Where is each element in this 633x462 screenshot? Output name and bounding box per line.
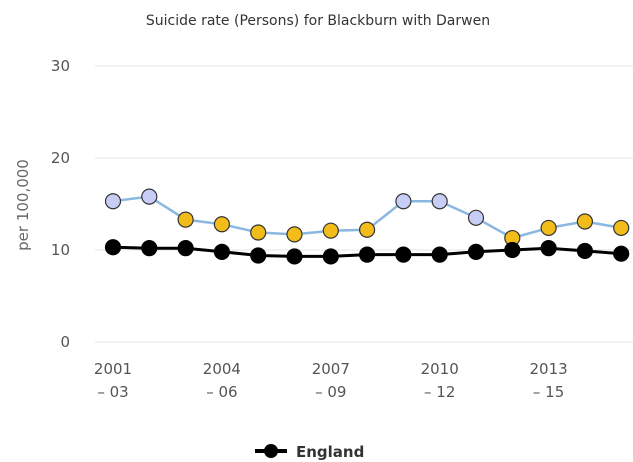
chart-title: Suicide rate (Persons) for Blackburn wit… [146, 13, 490, 29]
x-tick-label: – 15 [533, 383, 564, 401]
data-point [431, 193, 448, 210]
x-tick-label: 2013 [530, 360, 568, 378]
data-point [177, 240, 194, 257]
data-point [467, 243, 485, 260]
x-tick-label: 2004 [203, 360, 241, 378]
data-point [613, 219, 630, 237]
data-point [395, 246, 412, 263]
data-point [395, 193, 412, 210]
data-point [540, 240, 557, 257]
data-point [431, 246, 448, 263]
legend-marker-england [264, 444, 278, 458]
x-tick-label: 2010 [421, 360, 459, 378]
data-point [286, 226, 303, 243]
data-point [286, 248, 303, 265]
data-point [467, 209, 485, 226]
legend[interactable]: England [255, 443, 364, 461]
data-point [213, 243, 230, 260]
data-point [359, 246, 376, 263]
data-point [359, 221, 376, 238]
legend-label-england[interactable]: England [296, 443, 364, 461]
data-point [250, 247, 267, 264]
x-tick-label: – 03 [97, 383, 128, 401]
y-axis-label: per 100,000 [14, 159, 32, 251]
data-point [322, 222, 339, 239]
y-tick-label: 0 [60, 333, 70, 351]
data-point [576, 213, 594, 230]
data-point [141, 240, 158, 257]
grid [95, 65, 633, 343]
y-tick-label: 30 [51, 57, 70, 75]
data-point [213, 216, 230, 233]
x-tick-label: – 06 [206, 383, 237, 401]
series-layer [104, 188, 630, 265]
data-point [104, 239, 122, 256]
x-tick-label: 2007 [312, 360, 350, 378]
data-point [613, 245, 630, 262]
data-point [504, 241, 521, 259]
data-point [576, 242, 594, 260]
data-point [177, 211, 194, 228]
y-axis-ticks: 0 10 20 30 [51, 57, 70, 351]
y-tick-label: 20 [51, 149, 70, 167]
x-tick-label: 2001 [94, 360, 132, 378]
x-tick-label: – 09 [315, 383, 346, 401]
data-point [322, 248, 339, 265]
data-point [141, 188, 158, 205]
x-axis-ticks: 2001 – 03 2004 – 06 2007 – 09 2010 – 12 2013 – 15 [94, 360, 568, 401]
x-tick-label: – 12 [424, 383, 455, 401]
y-tick-label: 10 [51, 241, 70, 259]
data-point [104, 193, 122, 210]
data-point [250, 224, 267, 241]
data-point [540, 219, 557, 237]
